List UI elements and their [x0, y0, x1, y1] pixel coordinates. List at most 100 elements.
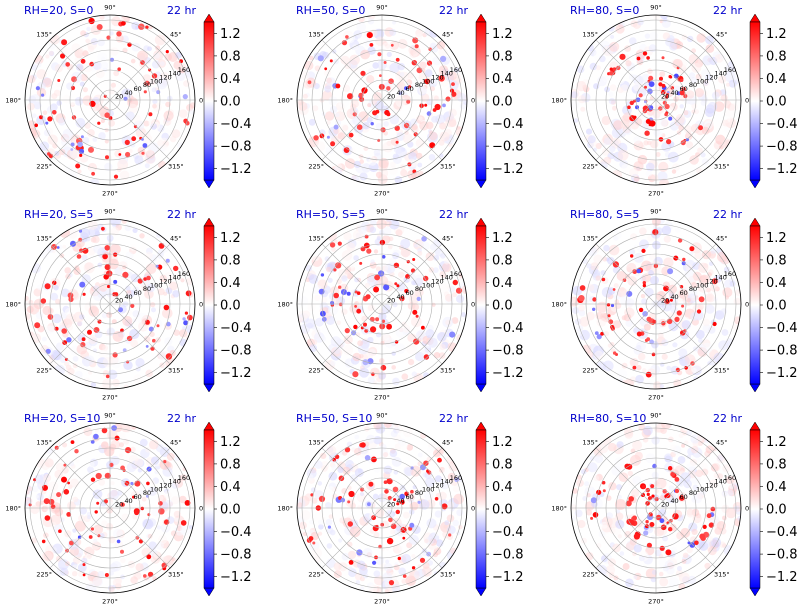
field-strong-blob [184, 500, 191, 506]
field-wash-blob [341, 552, 350, 561]
field-wash-blob [327, 277, 333, 283]
field-wash-blob [34, 317, 41, 324]
angular-gridline [595, 303, 657, 365]
colorbar-tick-label: −1.2 [766, 570, 798, 585]
radial-tick-label: 20 [387, 501, 395, 509]
field-wash-blob [105, 523, 114, 531]
field-wash-blob [691, 367, 697, 374]
colorbar-tick-label: 1.2 [492, 27, 513, 42]
field-wash-blob [171, 496, 180, 505]
field-wash-blob [130, 58, 136, 64]
field-wash-blob [623, 313, 632, 322]
field-wash-blob [78, 571, 84, 578]
field-wash-blob [683, 440, 689, 446]
polar-plot: 20 40 60 8010012014016090°45°0°315°270°225°… [5, 4, 206, 198]
field-strong-blob [452, 279, 458, 286]
field-strong-blob [69, 540, 74, 546]
field-wash-blob [608, 572, 615, 579]
field-wash-blob [642, 368, 647, 373]
field-strong-blob [333, 292, 339, 299]
field-wash-blob [717, 473, 724, 480]
field-wash-blob [98, 349, 109, 360]
field-strong-blob [386, 112, 391, 117]
field-strong-blob [122, 271, 129, 278]
field-wash-blob [81, 254, 88, 261]
field-wash-blob [670, 546, 678, 554]
field-strong-blob [442, 103, 446, 108]
field-wash-blob [639, 514, 645, 520]
panel-9: RH=80, S=10 22 hr 20 40 60 80 100 120 140 160 90° 4… [546, 408, 799, 612]
angle-tick-label: 90° [376, 412, 388, 420]
field-wash-blob [41, 336, 47, 342]
field-strong-blob [82, 563, 86, 567]
field-strong-blob [318, 495, 326, 502]
polar-grid [25, 15, 195, 185]
radial-tick-label: 120 [159, 74, 171, 82]
colorbar-gradient [203, 429, 215, 589]
colorbar-tick-label: 0.4 [220, 276, 241, 291]
field-wash-blob [615, 499, 626, 510]
field-strong-blob [326, 135, 330, 139]
field-strong-blob [109, 462, 114, 467]
colorbar-tick-label: −0.4 [492, 117, 524, 132]
field-wash-blob [593, 475, 600, 481]
colorbar-tick-label: −0.4 [220, 321, 252, 336]
field-strong-blob [602, 489, 606, 493]
field-wash-blob [367, 18, 375, 25]
field-strong-blob [345, 35, 349, 39]
angular-gridline [321, 243, 383, 305]
field-wash-blob [101, 312, 108, 319]
field-wash-blob [670, 365, 680, 375]
field-wash-blob [390, 161, 396, 168]
field-wash-blob [52, 547, 57, 552]
field-wash-blob [681, 443, 686, 448]
field-wash-blob [140, 242, 148, 251]
field-wash-blob [417, 162, 423, 168]
field-wash-blob [64, 361, 70, 367]
field-wash-blob [388, 165, 398, 175]
angular-gridline [321, 99, 383, 161]
angle-tick-label: 270° [648, 598, 664, 606]
angle-tick-label: 180° [5, 97, 21, 105]
field-wash-blob [576, 80, 587, 92]
field-wash-blob [375, 171, 383, 178]
field-wash-blob [88, 461, 95, 468]
field-wash-blob [373, 373, 379, 379]
field-wash-blob [143, 335, 151, 343]
field-strong-blob [35, 86, 41, 91]
field-wash-blob [307, 302, 316, 312]
field-strong-blob [79, 153, 83, 157]
field-wash-blob [104, 162, 113, 171]
field-strong-blob [102, 253, 108, 260]
field-wash-blob [369, 226, 377, 234]
field-wash-blob [146, 36, 155, 45]
colorbar-tick-label: −1.2 [492, 570, 524, 585]
field-strong-blob [359, 261, 363, 265]
field-wash-blob [179, 474, 187, 482]
angular-gridline [655, 507, 717, 569]
field-wash-blob [602, 535, 611, 545]
field-wash-blob [629, 37, 637, 45]
field-wash-blob [629, 168, 639, 178]
field-strong-blob [619, 53, 626, 60]
colorbar-tick-label: −0.8 [220, 344, 252, 359]
field-strong-blob [643, 530, 649, 536]
field-wash-blob [87, 220, 98, 231]
angle-tick-label: 270° [102, 190, 118, 198]
field-strong-blob [646, 316, 652, 322]
field-strong-blob [402, 536, 406, 540]
field-wash-blob [189, 102, 195, 109]
field-wash-blob [640, 293, 646, 299]
field-strong-blob [94, 510, 98, 514]
field-strong-blob [93, 433, 99, 440]
field-strong-blob [369, 43, 374, 47]
field-wash-blob [608, 91, 614, 97]
radial-tick-label: 160 [724, 270, 736, 278]
field-strong-blob [609, 71, 614, 76]
field-wash-blob [667, 151, 679, 163]
field-strong-blob [683, 94, 688, 99]
angular-gridline [109, 447, 171, 509]
field-wash-blob [388, 83, 396, 92]
angle-tick-label: 180° [551, 97, 567, 105]
field-wash-blob [386, 51, 392, 58]
